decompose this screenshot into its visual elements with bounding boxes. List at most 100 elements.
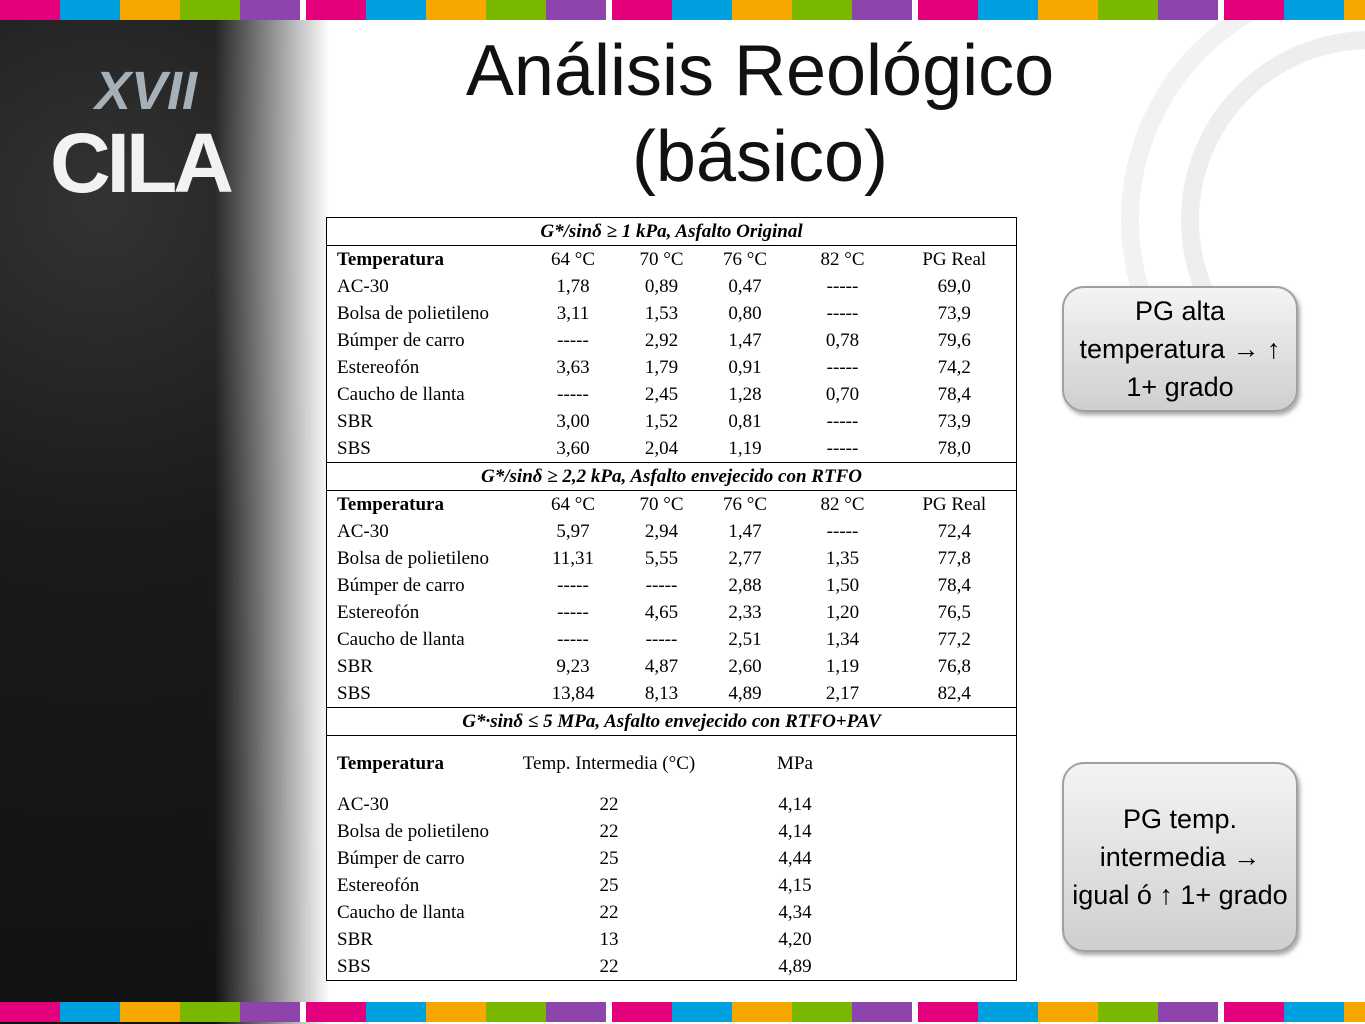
table-cell: 4,89 — [778, 955, 812, 977]
table-cell: 3,60 — [556, 437, 590, 459]
table-cell: 22 — [599, 820, 619, 842]
table-cell: SBR — [337, 928, 373, 950]
table-row: AC-30 22 4,14 — [327, 791, 1017, 818]
callout: PG alta temperatura → ↑ 1+ grado — [1062, 286, 1298, 412]
table-cell: 13,84 — [551, 682, 595, 704]
table-cell: 1,20 — [825, 601, 860, 623]
table-cell: AC-30 — [337, 275, 389, 297]
table-cell: 2,45 — [644, 383, 679, 405]
table-cell: 77,8 — [937, 547, 971, 569]
table-cell: 4,65 — [644, 601, 679, 623]
table-cell: 64 °C — [550, 493, 596, 515]
table-cell: SBS — [337, 955, 371, 977]
logo: XVII CILA — [40, 60, 240, 250]
section-header-row: G*/sinδ ≥ 1 kPa, Asfalto Original — [326, 217, 1017, 246]
table-cell: ----- — [557, 383, 589, 405]
table-cell: 1,53 — [644, 302, 679, 324]
table-cell: 1,47 — [728, 329, 762, 351]
table-row: Estereofón 25 4,15 — [327, 872, 1017, 899]
column-header-row: Temperatura 64 °C 70 °C 76 °C 82 °C PG Real — [327, 491, 1017, 519]
table-cell: 25 — [599, 874, 619, 896]
table-cell: 76,8 — [937, 655, 971, 677]
table-cell: 2,92 — [644, 329, 679, 351]
table-cell: Estereofón — [337, 356, 420, 378]
table-cell: 0,80 — [728, 302, 762, 324]
table-cell: Búmper de carro — [337, 574, 465, 596]
table-cell: 4,34 — [778, 901, 812, 923]
table-cell: 70 °C — [639, 248, 684, 270]
table-row: Bolsa de polietileno 22 4,14 — [327, 818, 1017, 845]
table-cell-empty — [893, 899, 1017, 926]
table-cell: 64 °C — [550, 248, 596, 270]
section-title: G*/sinδ ≥ 1 kPa, Asfalto Original — [326, 217, 1017, 246]
table-row: SBR 9,23 4,87 2,60 1,19 76,8 — [327, 653, 1017, 680]
table-cell: ----- — [557, 628, 589, 650]
table-cell: ----- — [826, 410, 859, 432]
table-cell: 76 °C — [722, 493, 768, 515]
table-cell: 2,33 — [728, 601, 762, 623]
table-cell: 0,91 — [728, 356, 762, 378]
table-row: Caucho de llanta ----- 2,45 1,28 0,70 78,4 — [327, 381, 1017, 408]
table-cell: SBR — [337, 410, 373, 432]
table-row: Caucho de llanta 22 4,34 — [327, 899, 1017, 926]
table-cell-empty — [893, 926, 1017, 953]
table-cell: 1,47 — [728, 520, 762, 542]
table-cell: 0,47 — [728, 275, 762, 297]
table-row: Búmper de carro ----- ----- 2,88 1,50 78,4 — [327, 572, 1017, 599]
table-cell: 1,50 — [825, 574, 860, 596]
table-cell: ----- — [826, 437, 859, 459]
table-cell: SBS — [337, 437, 371, 459]
table-cell: 9,23 — [556, 655, 590, 677]
table-cell: Bolsa de polietileno — [337, 302, 489, 324]
column-header-row: Temperatura 64 °C 70 °C 76 °C 82 °C PG Real — [327, 246, 1017, 274]
table-cell: 72,4 — [937, 520, 971, 542]
table-cell: AC-30 — [337, 520, 389, 542]
table-cell: Caucho de llanta — [337, 628, 465, 650]
table-cell: ----- — [557, 601, 589, 623]
table-cell: 0,81 — [728, 410, 762, 432]
table-cell: 1,28 — [728, 383, 762, 405]
logo-top: XVII — [95, 61, 198, 121]
table-cell: Estereofón — [337, 874, 420, 896]
table-cell: Temperatura — [337, 752, 444, 774]
table-cell: Bolsa de polietileno — [337, 547, 489, 569]
table-cell: 5,55 — [644, 547, 679, 569]
table-cell: 2,17 — [825, 682, 860, 704]
table-row: Búmper de carro 25 4,44 — [327, 845, 1017, 872]
title: Análisis Reológico (básico) — [330, 28, 1190, 200]
table-cell: MPa — [777, 752, 813, 774]
table-cell: SBS — [337, 682, 371, 704]
table-cell: 1,19 — [825, 655, 860, 677]
table-cell: Temperatura — [337, 248, 444, 270]
table-cell: 82 °C — [820, 248, 865, 270]
table-cell: 3,63 — [556, 356, 590, 378]
title-line: (básico) — [631, 117, 889, 197]
table-cell: ----- — [826, 275, 859, 297]
table-cell: ----- — [826, 520, 859, 542]
table-cell: Búmper de carro — [337, 847, 465, 869]
table-cell: 78,0 — [937, 437, 971, 459]
table-cell: 2,77 — [728, 547, 762, 569]
table-row: Estereofón 3,63 1,79 0,91 ----- 74,2 — [327, 354, 1017, 381]
table-cell: Caucho de llanta — [337, 383, 465, 405]
table-cell: 78,4 — [937, 574, 971, 596]
table-cell: PG Real — [922, 493, 987, 515]
table-cell-empty — [893, 818, 1017, 845]
asphalt-background — [0, 0, 330, 1024]
table-cell: 69,0 — [937, 275, 971, 297]
table-cell: ----- — [826, 302, 859, 324]
table-cell: 0,70 — [825, 383, 860, 405]
table-cell: PG Real — [922, 248, 987, 270]
table-cell: ----- — [826, 356, 859, 378]
table-cell: 2,88 — [728, 574, 762, 596]
table-cell: 4,14 — [778, 793, 812, 815]
table-cell: 82 °C — [820, 493, 865, 515]
table-cell: 25 — [599, 847, 619, 869]
table-cell: 0,89 — [644, 275, 679, 297]
decor-arcs — [1121, 20, 1365, 320]
table-row: SBR 13 4,20 — [327, 926, 1017, 953]
section-header-row: G*·sinδ ≤ 5 MPa, Asfalto envejecido con … — [326, 707, 1017, 736]
table-row: SBS 3,60 2,04 1,19 ----- 78,0 — [327, 435, 1017, 463]
table-cell: ----- — [557, 574, 589, 596]
